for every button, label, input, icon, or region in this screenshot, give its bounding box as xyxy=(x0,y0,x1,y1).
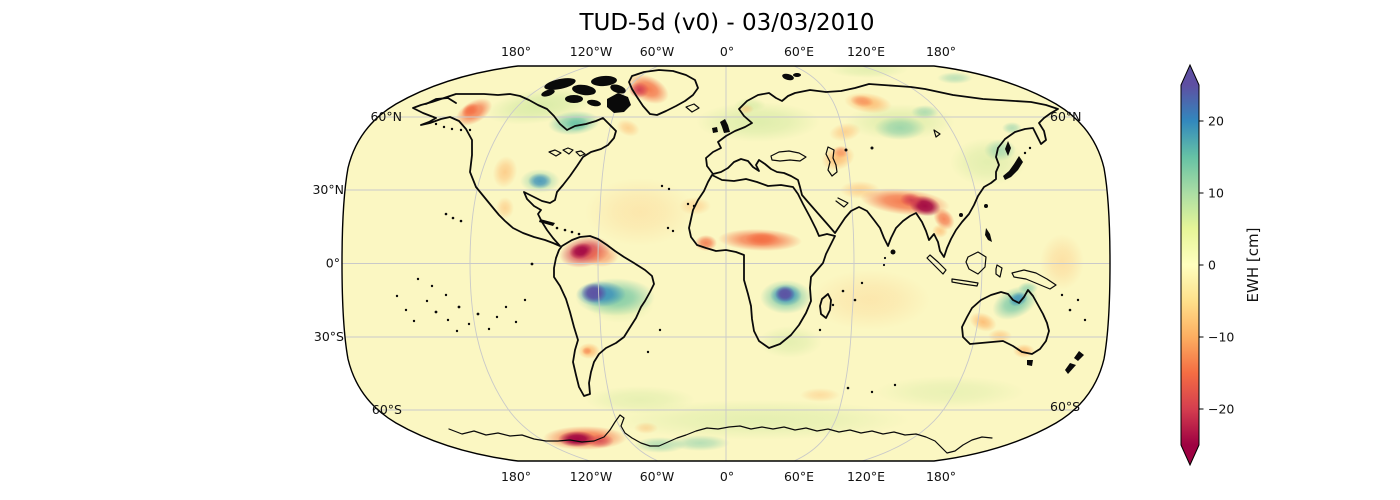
lat-label-right-60n: 60°N xyxy=(1050,109,1082,124)
axis-labels: 180° 120°W 60°W 0° 60°E 120°E 180° 180° … xyxy=(312,44,1081,484)
colorbar-tick-10: 10 xyxy=(1208,186,1224,201)
coast-caspian-sea xyxy=(825,146,838,177)
colorbar-tickmarks xyxy=(1199,120,1204,410)
lon-label-top-0: 0° xyxy=(720,44,734,59)
coast-persian-gulf xyxy=(835,197,849,208)
lon-label-bot-120e: 120°E xyxy=(847,469,885,484)
colorbar-outline xyxy=(1180,63,1200,467)
lat-label-left-60n: 60°N xyxy=(370,109,402,124)
coast-black-sea xyxy=(770,150,807,162)
colorbar-arrow-up xyxy=(1181,65,1199,85)
plot-title: TUD-5d (v0) - 03/03/2010 xyxy=(579,10,875,36)
lon-label-top-180w: 180° xyxy=(501,44,531,59)
colorbar-axis-label: EWH [cm] xyxy=(1244,228,1262,303)
coast-south-america xyxy=(553,235,655,397)
lon-label-top-60e: 60°E xyxy=(784,44,814,59)
coast-north-america xyxy=(412,93,617,247)
coastlines xyxy=(395,69,1087,454)
ocean-island-dots xyxy=(395,122,1087,394)
lon-label-top-180e: 180° xyxy=(926,44,956,59)
coast-africa xyxy=(688,174,836,349)
lon-label-bot-120w: 120°W xyxy=(570,469,612,484)
coast-madagascar xyxy=(819,293,832,319)
lon-label-top-120w: 120°W xyxy=(570,44,612,59)
lon-label-bot-180w: 180° xyxy=(501,469,531,484)
coast-greenland xyxy=(628,69,699,116)
meridian-120w xyxy=(469,66,591,461)
lon-label-top-120e: 120°E xyxy=(847,44,885,59)
lon-label-bot-0: 0° xyxy=(720,469,734,484)
lat-label-left-30n: 30°N xyxy=(312,182,344,197)
coast-eurasia xyxy=(705,83,1059,258)
colorbar-gradient xyxy=(1181,85,1199,445)
meridian-60e xyxy=(793,66,855,461)
coast-chukotka xyxy=(425,97,457,105)
colorbar: 20 10 0 −10 −20 EWH [cm] xyxy=(1180,63,1262,467)
colorbar-tick-m10: −10 xyxy=(1208,330,1234,345)
colorbar-tick-m20: −20 xyxy=(1208,402,1234,417)
colorbar-arrow-down xyxy=(1181,445,1199,465)
lat-label-right-60s: 60°S xyxy=(1050,399,1080,414)
lon-label-bot-60w: 60°W xyxy=(640,469,675,484)
coast-australia xyxy=(961,289,1050,355)
lon-label-top-60w: 60°W xyxy=(640,44,675,59)
lon-label-bot-60e: 60°E xyxy=(784,469,814,484)
islands-and-lakes xyxy=(539,73,1084,374)
lon-label-bot-180e: 180° xyxy=(926,469,956,484)
lat-label-left-0: 0° xyxy=(326,256,340,271)
colorbar-tick-20: 20 xyxy=(1208,114,1224,129)
graticule xyxy=(342,66,1110,461)
meridian-60w xyxy=(597,66,659,461)
colorbar-tick-0: 0 xyxy=(1208,258,1216,273)
meridian-120e xyxy=(861,66,983,461)
lat-label-left-30s: 30°S xyxy=(314,329,344,344)
lat-label-left-60s: 60°S xyxy=(372,402,402,417)
map-border xyxy=(341,65,1111,462)
coast-antarctica xyxy=(448,414,993,454)
